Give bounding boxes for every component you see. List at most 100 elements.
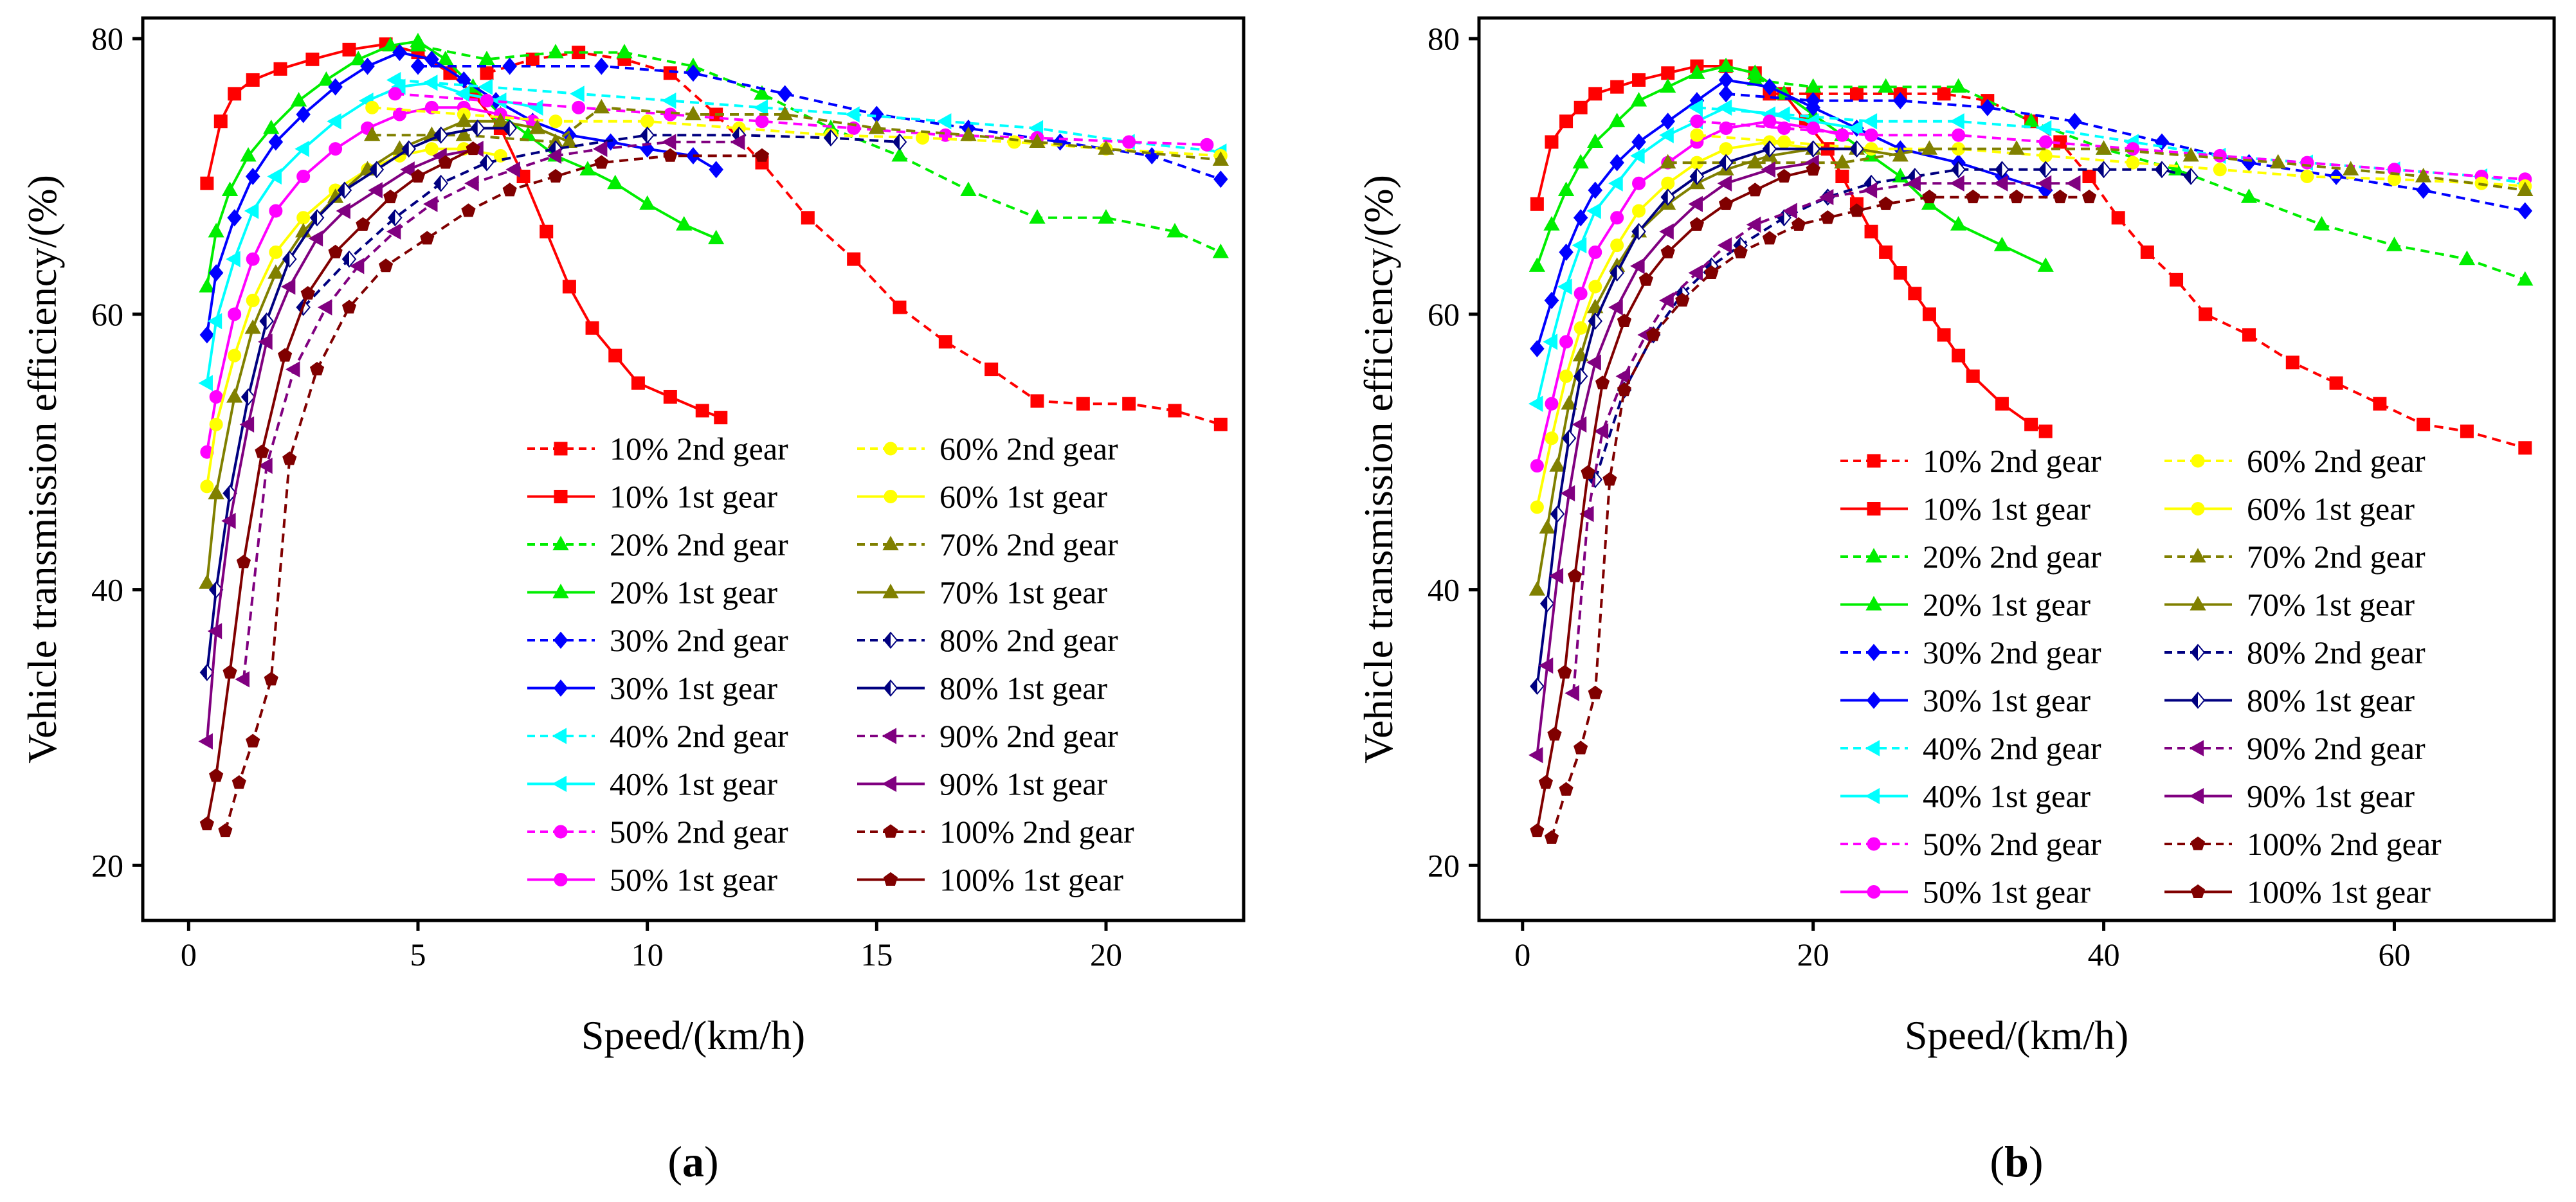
panel-label: (b) xyxy=(1990,1137,2043,1186)
data-point xyxy=(1557,181,1575,197)
data-point xyxy=(1922,189,1937,204)
data-point xyxy=(676,216,693,231)
data-point xyxy=(1545,397,1559,411)
legend-label: 10% 1st gear xyxy=(610,479,777,515)
data-point xyxy=(1586,202,1601,219)
data-point xyxy=(1548,568,1564,584)
data-point-fill xyxy=(210,582,217,598)
data-point xyxy=(1660,154,1676,169)
data-point xyxy=(2038,424,2053,438)
data-point xyxy=(341,300,357,314)
data-point xyxy=(364,126,381,141)
data-point xyxy=(1593,423,1609,440)
data-point xyxy=(1661,66,1675,80)
data-point xyxy=(240,147,257,162)
legend-label: 80% 1st gear xyxy=(939,670,1107,706)
data-point xyxy=(2417,417,2431,431)
legend-marker xyxy=(1866,692,1882,709)
legend-label: 90% 1st gear xyxy=(2247,778,2415,814)
data-point xyxy=(383,189,398,204)
series-80-1st-gear xyxy=(199,120,517,681)
data-point xyxy=(1549,457,1566,472)
data-point-fill xyxy=(2155,161,2162,177)
data-point xyxy=(1530,197,1544,211)
data-point-fill xyxy=(2097,161,2104,177)
data-point xyxy=(755,114,769,129)
data-point xyxy=(1848,120,1863,137)
data-point xyxy=(661,92,676,109)
x-tick-label: 40 xyxy=(2088,937,2120,973)
data-point xyxy=(1076,397,1090,411)
legend-marker xyxy=(2191,502,2205,516)
y-tick-label: 40 xyxy=(1428,572,1460,608)
data-point xyxy=(309,361,325,376)
data-point xyxy=(2038,135,2053,149)
data-point xyxy=(777,85,792,103)
legend-entry: 50% 1st gear xyxy=(527,862,777,898)
x-tick-label: 10 xyxy=(631,937,664,973)
data-point xyxy=(226,388,243,403)
data-point xyxy=(1878,196,1893,210)
data-point xyxy=(1587,133,1604,148)
data-point xyxy=(1806,121,1820,135)
data-point xyxy=(492,112,509,127)
series-line xyxy=(1536,147,1857,686)
data-point xyxy=(1098,209,1114,224)
data-point xyxy=(285,361,300,378)
y-axis-label: Vehicle transmission efficiency/(%) xyxy=(1356,175,1401,764)
data-point xyxy=(1689,217,1705,231)
legend-marker xyxy=(554,825,568,839)
data-point xyxy=(328,244,343,258)
data-point xyxy=(1993,175,2008,192)
legend-marker xyxy=(1867,837,1881,851)
data-point xyxy=(1659,223,1674,240)
data-point xyxy=(663,390,677,404)
data-point-fill xyxy=(1588,313,1595,329)
legend-label: 50% 2nd gear xyxy=(1923,826,2101,862)
data-point xyxy=(663,66,677,80)
legend-entry: 10% 1st gear xyxy=(527,479,777,515)
data-point-fill xyxy=(343,251,349,267)
data-point xyxy=(1610,238,1624,253)
series-line xyxy=(395,92,1207,147)
legend-entry: 60% 2nd gear xyxy=(2164,443,2426,479)
data-point-fill xyxy=(1952,161,1959,177)
data-point-fill xyxy=(1610,265,1617,281)
legend-entry: 90% 1st gear xyxy=(2164,778,2415,814)
legend-label: 40% 2nd gear xyxy=(1923,730,2101,766)
legend-marker-fill xyxy=(2191,645,2198,660)
data-point xyxy=(1166,222,1183,238)
legend-marker xyxy=(1866,643,1882,661)
data-point xyxy=(236,555,251,569)
data-point xyxy=(209,417,223,431)
legend-entry: 100% 2nd gear xyxy=(857,814,1134,850)
data-point xyxy=(464,175,479,192)
data-point xyxy=(263,120,280,134)
data-point xyxy=(2111,211,2125,225)
data-point xyxy=(2024,417,2038,431)
legend-label: 90% 2nd gear xyxy=(939,718,1118,754)
legend-marker xyxy=(884,490,898,503)
legend-label: 50% 1st gear xyxy=(610,862,777,898)
data-point xyxy=(1878,78,1894,93)
data-point xyxy=(268,264,284,279)
data-point xyxy=(1586,354,1601,371)
data-point xyxy=(1631,133,1646,151)
legend-entry: 70% 1st gear xyxy=(857,575,1107,611)
data-point xyxy=(1993,237,2011,251)
data-point xyxy=(198,375,213,391)
data-point xyxy=(1966,369,1980,383)
data-point xyxy=(280,278,296,295)
legend-marker xyxy=(2189,740,2204,757)
data-point xyxy=(1879,245,1893,259)
data-point xyxy=(1690,114,1704,129)
data-point xyxy=(1630,92,1647,107)
legend-marker xyxy=(2190,884,2206,898)
data-point xyxy=(2008,140,2025,155)
data-point xyxy=(228,87,242,101)
data-point xyxy=(1122,397,1136,411)
data-point xyxy=(342,42,356,57)
legend-label: 20% 2nd gear xyxy=(1923,539,2101,575)
data-point xyxy=(1746,64,1763,79)
data-point xyxy=(365,100,379,114)
